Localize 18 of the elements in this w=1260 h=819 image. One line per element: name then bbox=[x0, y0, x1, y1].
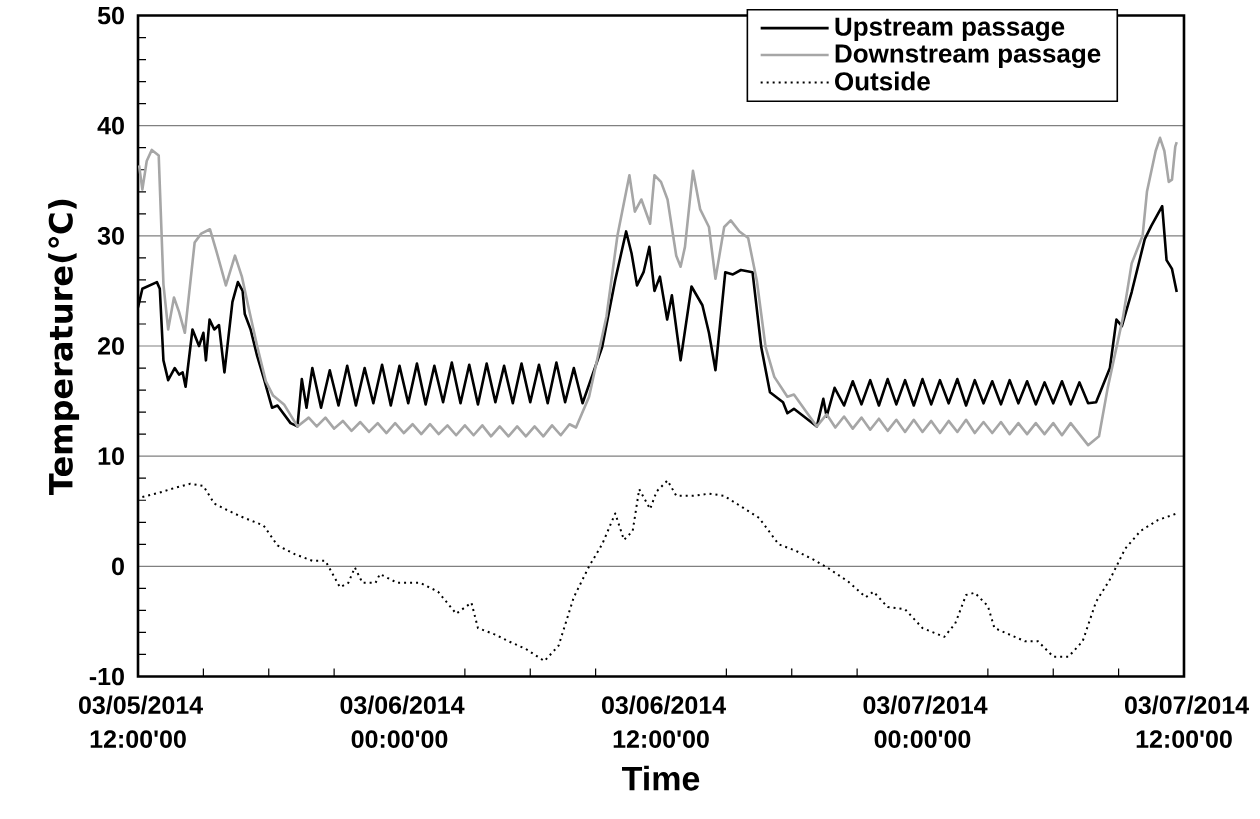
y-tick-label: 20 bbox=[98, 337, 124, 356]
y-tick-label: 10 bbox=[98, 447, 124, 466]
legend-label: Upstream passage bbox=[835, 17, 1065, 42]
x-tick-label: 03/07/2014 00:00'00 bbox=[863, 695, 988, 749]
y-axis-title: Temperature(℃) bbox=[48, 199, 80, 496]
legend-label: Outside bbox=[835, 71, 930, 91]
y-tick-label: -10 bbox=[89, 667, 124, 686]
x-axis-title: Time bbox=[622, 765, 700, 791]
x-tick-label: 03/06/2014 00:00'00 bbox=[340, 695, 465, 749]
line-series bbox=[138, 136, 1179, 447]
y-tick-label: 0 bbox=[112, 557, 124, 576]
y-tick-label: 30 bbox=[97, 227, 124, 245]
y-tick-label: 50 bbox=[97, 6, 124, 25]
y-tick-label: 40 bbox=[97, 117, 124, 135]
legend-label: Downstream passage bbox=[835, 44, 1101, 69]
x-tick-label: 03/05/2014 12:00'00 bbox=[79, 695, 203, 749]
x-tick-label: 03/06/2014 12:00'00 bbox=[602, 695, 726, 749]
x-tick-label: 03/07/2014 12:00'00 bbox=[1124, 695, 1249, 749]
